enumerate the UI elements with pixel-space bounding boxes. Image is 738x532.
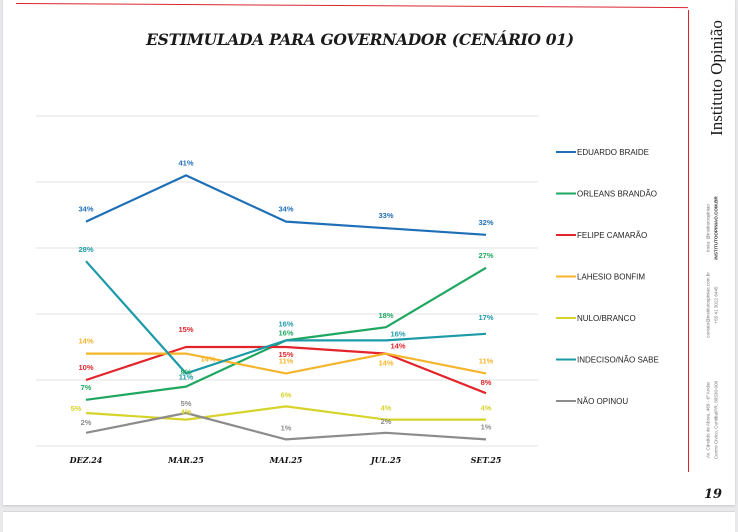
report-page xyxy=(3,0,735,505)
data-label: 2% xyxy=(81,418,92,427)
data-label: 7% xyxy=(81,383,92,392)
side-address-line2: Centro Cívico, Curitiba/PR, 80530-000 xyxy=(713,380,719,460)
data-label: 14% xyxy=(390,342,405,351)
data-label: 15% xyxy=(278,350,293,359)
x-tick-label: SET.25 xyxy=(471,455,502,465)
brand-logo-text: Instituto Opinião xyxy=(702,8,732,148)
series-line-6 xyxy=(85,411,487,441)
series-line-3 xyxy=(86,352,487,375)
data-label: 17% xyxy=(478,313,493,322)
page-number: 19 xyxy=(703,487,723,502)
side-website: INSTITUTOOPINIAO.COM.BR xyxy=(713,195,719,260)
legend-label: INDECISO/NÃO SABE xyxy=(577,356,659,365)
x-tick-label: DEZ.24 xyxy=(69,455,103,465)
data-label: 4% xyxy=(381,404,392,413)
legend-item: FELIPE CAMARÃO xyxy=(556,231,647,240)
x-axis-tick-labels: DEZ.24 MAR.25 MAI.25 JUL.25 SET.25 xyxy=(69,455,502,465)
data-label: 11% xyxy=(179,372,194,381)
data-label: 33% xyxy=(378,211,393,220)
data-label: 41% xyxy=(178,158,193,167)
legend-label: NÃO OPINOU xyxy=(577,397,628,406)
data-label: 10% xyxy=(78,363,93,372)
series-line-4 xyxy=(85,405,486,421)
line-chart: 34% 41% 34% 33% 32% 7% 9% 16% 18% 27% 10% 15% 15% 14%… xyxy=(36,115,659,465)
x-tick-label: MAI.25 xyxy=(269,455,303,465)
data-label: 16% xyxy=(390,329,405,338)
data-label: 18% xyxy=(378,311,393,320)
data-label: 1% xyxy=(481,422,492,431)
data-label: 9% xyxy=(181,368,192,377)
data-label: 34% xyxy=(278,205,293,214)
data-label: 16% xyxy=(278,328,293,337)
data-label: 14% xyxy=(378,359,393,368)
data-label: 11% xyxy=(279,356,294,365)
data-label: 4% xyxy=(481,404,492,413)
legend-item: NULO/BRANCO xyxy=(556,314,636,323)
data-label: 14% xyxy=(200,355,215,364)
data-label: 15% xyxy=(178,325,193,334)
x-tick-label: JUL.25 xyxy=(369,455,402,465)
data-label: 28% xyxy=(78,245,93,254)
data-label: 32% xyxy=(478,218,493,227)
chart-title: ESTIMULADA PARA GOVERNADOR (CENÁRIO 01) xyxy=(146,30,574,49)
legend-item: LAHESIO BONFIM xyxy=(556,273,645,282)
data-label: 11% xyxy=(479,356,494,365)
data-label: 14% xyxy=(78,337,93,346)
side-phone: +55 41 3022 6445 xyxy=(713,286,719,324)
series-line-2 xyxy=(85,345,487,395)
legend-item: NÃO OPINOU xyxy=(556,397,628,406)
data-label: 5% xyxy=(71,404,82,413)
series-lines xyxy=(85,174,487,441)
legend-label: EDUARDO BRAIDE xyxy=(577,148,649,157)
data-labels: 34% 41% 34% 33% 32% 7% 9% 16% 18% 27% 10% 15% 15% 14%… xyxy=(71,158,494,432)
data-label: 5% xyxy=(181,399,192,408)
series-line-5 xyxy=(85,260,487,375)
data-label: 8% xyxy=(481,378,492,387)
legend: EDUARDO BRAIDE ORLEANS BRANDÃO FELIPE CAMA… xyxy=(556,148,659,406)
legend-item: EDUARDO BRAIDE xyxy=(556,148,649,157)
brand-name: Instituto Opinião xyxy=(707,20,726,136)
data-label: 2% xyxy=(381,417,392,426)
legend-item: INDECISO/NÃO SABE xyxy=(556,356,659,365)
data-label: 34% xyxy=(78,205,93,214)
data-label: 27% xyxy=(478,251,493,260)
red-frame-right xyxy=(688,10,689,472)
data-label: 1% xyxy=(281,423,292,432)
x-tick-label: MAR.25 xyxy=(167,455,204,465)
legend-label: ORLEANS BRANDÃO xyxy=(577,190,657,199)
data-label: 4% xyxy=(181,408,192,417)
legend-label: NULO/BRANCO xyxy=(577,314,636,323)
data-label: 6% xyxy=(281,390,292,399)
legend-label: LAHESIO BONFIM xyxy=(577,273,645,282)
legend-item: ORLEANS BRANDÃO xyxy=(556,190,657,199)
legend-label: FELIPE CAMARÃO xyxy=(577,231,647,240)
series-line-0 xyxy=(85,174,487,236)
data-label: 16% xyxy=(278,319,293,328)
